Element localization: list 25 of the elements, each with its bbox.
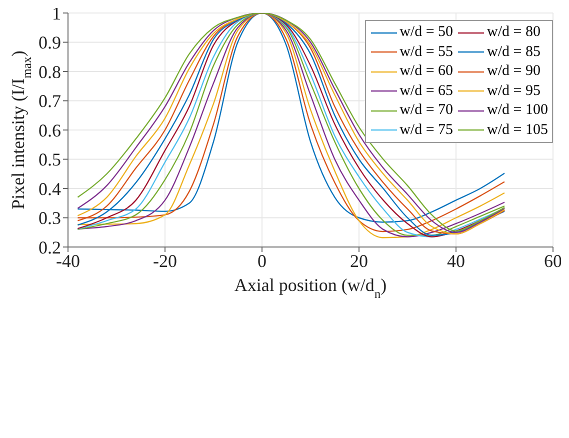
x-tick-label: 0 — [258, 250, 266, 271]
legend-label: w/d = 70 — [400, 102, 454, 120]
legend-label: w/d = 65 — [400, 82, 454, 100]
legend-label: w/d = 80 — [487, 24, 540, 42]
legend-label: w/d = 55 — [400, 44, 454, 61]
x-axis-title: Axial position (w/d$_{n}$) — [234, 275, 387, 301]
legend-label: w/d = 60 — [400, 63, 454, 80]
y-tick-label: 0.7 — [38, 91, 61, 112]
x-tick-label: 60 — [544, 250, 562, 271]
legend-label: w/d = 75 — [400, 122, 454, 139]
legend-label: w/d = 50 — [400, 24, 454, 42]
legend-label: w/d = 85 — [487, 44, 540, 61]
legend-label: w/d = 90 — [487, 63, 540, 80]
y-tick-label: 0.8 — [38, 62, 61, 82]
x-tick-label: 20 — [350, 250, 368, 271]
x-tick-label: -20 — [153, 250, 177, 271]
y-tick-label: 0.9 — [38, 32, 61, 53]
y-tick-label: 0.4 — [38, 178, 61, 199]
legend-label: w/d = 105 — [487, 122, 548, 139]
y-tick-label: 0.6 — [38, 120, 61, 140]
x-tick-label: 40 — [447, 250, 465, 271]
legend-label: w/d = 95 — [487, 82, 540, 100]
y-tick-label: 0.3 — [38, 208, 61, 228]
legend-label: w/d = 100 — [487, 102, 548, 120]
y-tick-label: 0.5 — [38, 150, 61, 170]
